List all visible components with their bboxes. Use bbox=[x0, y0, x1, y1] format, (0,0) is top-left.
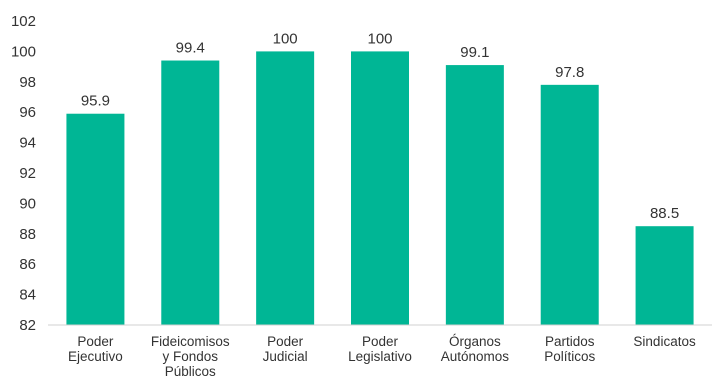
y-tick-label: 90 bbox=[19, 195, 36, 212]
x-tick-label: Judicial bbox=[263, 349, 308, 364]
data-label: 100 bbox=[273, 30, 298, 47]
y-tick-label: 84 bbox=[19, 287, 36, 304]
y-tick-label: 100 bbox=[11, 43, 36, 60]
x-tick-label: Órganos bbox=[449, 334, 501, 349]
data-label: 95.9 bbox=[81, 93, 110, 110]
y-tick-label: 82 bbox=[19, 317, 36, 334]
bar bbox=[445, 65, 504, 325]
data-label: 88.5 bbox=[650, 205, 679, 222]
x-tick-label: Poder bbox=[362, 334, 399, 349]
y-tick-label: 86 bbox=[19, 256, 36, 273]
data-label: 97.8 bbox=[555, 64, 584, 81]
x-tick-label: Sindicatos bbox=[633, 334, 696, 349]
bars bbox=[66, 51, 694, 326]
data-labels: 95.9 99.4 100 100 99.1 97.8 88.5 bbox=[81, 30, 679, 222]
x-tick-label: Legislativo bbox=[348, 349, 412, 364]
y-tick-label: 88 bbox=[19, 226, 36, 243]
x-tick-label: Ejecutivo bbox=[68, 349, 123, 364]
data-label: 99.1 bbox=[460, 44, 489, 61]
y-tick-label: 94 bbox=[19, 135, 36, 152]
x-tick-label: Públicos bbox=[165, 364, 216, 379]
x-tick-label: Fideicomisos bbox=[151, 334, 230, 349]
bar bbox=[66, 113, 125, 325]
bar bbox=[256, 51, 315, 326]
x-tick-label: Políticos bbox=[544, 349, 595, 364]
y-axis: 82 84 86 88 90 92 94 96 98 100 102 bbox=[11, 13, 36, 334]
y-tick-label: 92 bbox=[19, 165, 36, 182]
x-tick-label: Partidos bbox=[545, 334, 595, 349]
bar bbox=[635, 226, 694, 325]
x-tick-label: Poder bbox=[77, 334, 114, 349]
y-tick-label: 98 bbox=[19, 74, 36, 91]
data-label: 100 bbox=[367, 30, 392, 47]
y-tick-label: 102 bbox=[11, 13, 36, 30]
data-label: 99.4 bbox=[176, 40, 205, 57]
bar bbox=[351, 51, 409, 326]
y-tick-label: 96 bbox=[19, 104, 36, 121]
x-tick-label: Poder bbox=[267, 334, 304, 349]
x-tick-label: Autónomos bbox=[441, 349, 510, 364]
x-tick-label: y Fondos bbox=[163, 349, 219, 364]
bar bbox=[540, 84, 599, 325]
bar bbox=[161, 60, 220, 326]
